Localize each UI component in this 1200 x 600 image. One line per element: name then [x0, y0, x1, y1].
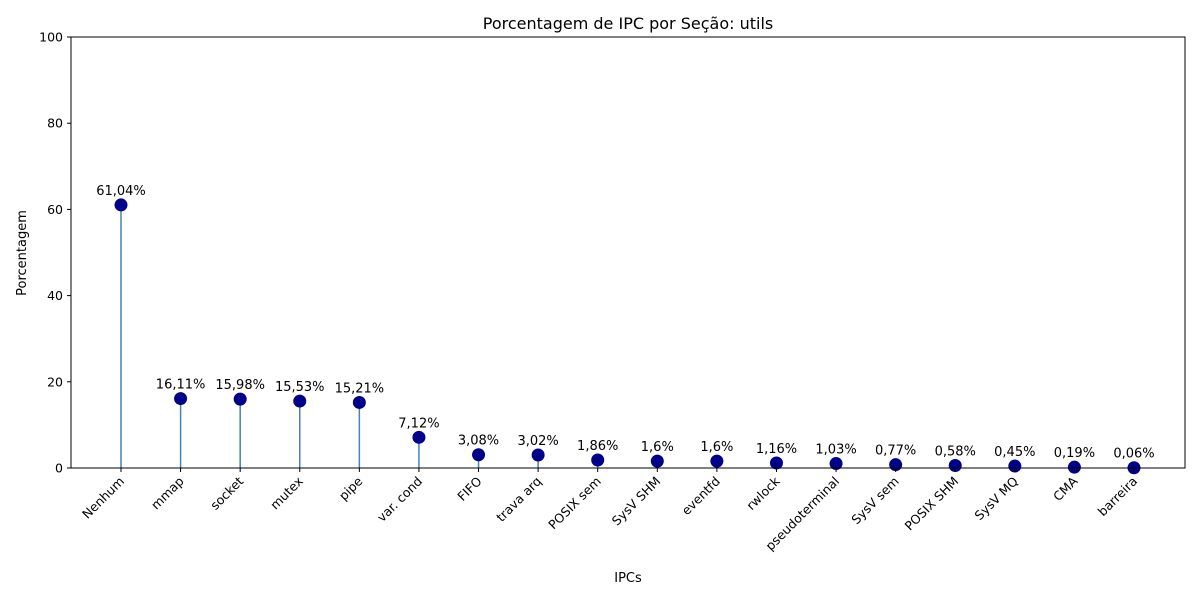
y-axis-label: Porcentagem — [15, 210, 30, 296]
y-tick-label: 20 — [47, 374, 63, 389]
data-label: 1,03% — [815, 443, 856, 458]
data-label: 0,77% — [875, 444, 916, 459]
data-label: 0,45% — [994, 445, 1035, 460]
data-label: 1,86% — [577, 439, 618, 454]
lollipop-marker — [293, 394, 307, 408]
lollipop-marker — [948, 459, 962, 473]
y-tick-label: 100 — [39, 30, 63, 45]
lollipop-marker — [769, 456, 783, 470]
lollipop-marker — [114, 198, 128, 212]
lollipop-marker — [472, 448, 486, 462]
data-label: 0,58% — [935, 445, 976, 460]
lollipop-marker — [650, 454, 664, 468]
data-label: 61,04% — [96, 184, 146, 199]
chart-marks: 61,04% 16,11% 15,98% 15,53% 15,21% 7,12% 3,08%… — [96, 184, 1155, 475]
lollipop-marker — [412, 430, 426, 444]
lollipop-marker — [174, 392, 188, 406]
data-label: 1,6% — [700, 440, 733, 455]
data-label: 1,16% — [756, 442, 797, 457]
y-axis: 0 20 40 60 80 100 — [39, 30, 71, 476]
data-label: 15,98% — [215, 378, 265, 393]
y-tick-label: 60 — [47, 202, 63, 217]
y-tick-label: 40 — [47, 288, 63, 303]
data-label: 0,06% — [1113, 447, 1154, 462]
chart-title: Porcentagem de IPC por Seção: utils — [483, 14, 773, 33]
y-tick-label: 0 — [55, 461, 63, 476]
data-label: 7,12% — [398, 416, 439, 431]
data-label: 3,08% — [458, 434, 499, 449]
y-tick-label: 80 — [47, 116, 63, 131]
data-label: 16,11% — [156, 378, 206, 393]
lollipop-marker — [1067, 460, 1081, 474]
lollipop-marker — [829, 457, 843, 471]
lollipop-marker — [1008, 459, 1022, 473]
data-label: 0,19% — [1054, 446, 1095, 461]
plot-frame — [70, 36, 1186, 469]
lollipop-marker — [710, 454, 724, 468]
lollipop-marker — [591, 453, 605, 467]
lollipop-marker — [233, 392, 247, 406]
x-axis-label: IPCs — [614, 571, 642, 586]
data-label: 15,21% — [335, 381, 385, 396]
data-label: 1,6% — [641, 440, 674, 455]
lollipop-marker — [531, 448, 545, 462]
lollipop-marker — [352, 395, 366, 409]
data-label: 3,02% — [517, 434, 558, 449]
data-label: 15,53% — [275, 380, 325, 395]
